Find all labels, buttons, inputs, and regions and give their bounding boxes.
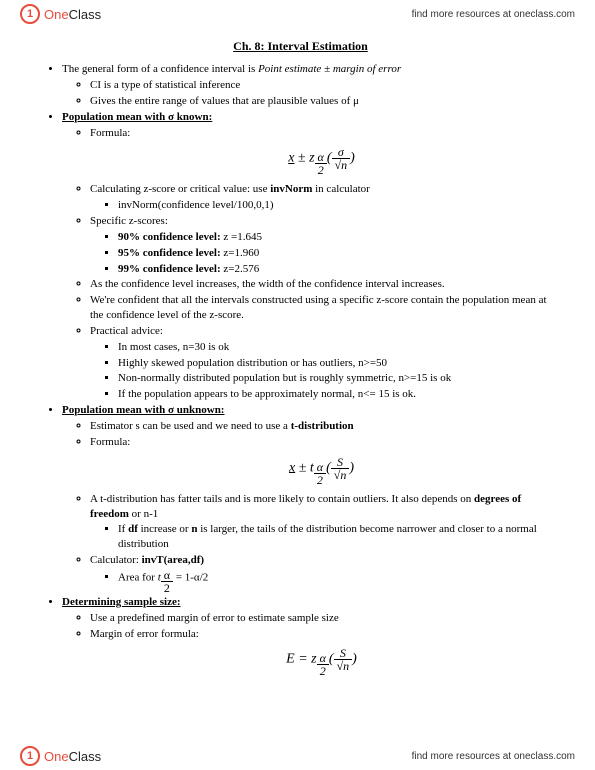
section-heading: Population mean with σ unknown: Estimato… bbox=[62, 403, 553, 594]
list-item: Specific z-scores: bbox=[90, 214, 553, 229]
list-item: If the population appears to be approxim… bbox=[118, 387, 553, 402]
logo-text: OneClass bbox=[44, 749, 101, 764]
top-tagline: find more resources at oneclass.com bbox=[412, 9, 575, 20]
list-item: invNorm(confidence level/100,0,1) bbox=[118, 198, 553, 213]
list-item: If df increase or n is larger, the tails… bbox=[118, 522, 553, 552]
logo: 1 OneClass bbox=[20, 4, 101, 24]
list-item: Gives the entire range of values that ar… bbox=[90, 94, 553, 109]
list-item: A t-distribution has fatter tails and is… bbox=[90, 492, 553, 552]
formula-sigma-unknown: x ± tα2(S√n) bbox=[90, 456, 553, 486]
section-heading: Population mean with σ known: Formula: x… bbox=[62, 110, 553, 402]
list-item: 95% confidence level: z=1.960 bbox=[118, 246, 553, 261]
page-title: Ch. 8: Interval Estimation bbox=[48, 38, 553, 54]
list-item: Use a predefined margin of error to esti… bbox=[90, 611, 553, 626]
list-item: Calculator: invT(area,df) Area for tα2 =… bbox=[90, 553, 553, 594]
formula-margin-error: E = zα2(S√n) bbox=[90, 647, 553, 677]
list-item: 90% confidence level: z =1.645 bbox=[118, 230, 553, 245]
list-item: Calculating z-score or critical value: u… bbox=[90, 182, 553, 213]
bottom-tagline: find more resources at oneclass.com bbox=[412, 751, 575, 762]
list-item: Practical advice: bbox=[90, 324, 553, 339]
list-item: We're confident that all the intervals c… bbox=[90, 293, 553, 323]
list-item: Formula: bbox=[90, 435, 553, 450]
top-bar: 1 OneClass find more resources at onecla… bbox=[0, 0, 595, 28]
list-item: Estimator s can be used and we need to u… bbox=[90, 419, 553, 434]
list-item: In most cases, n=30 is ok bbox=[118, 340, 553, 355]
bottom-bar: 1 OneClass find more resources at onecla… bbox=[0, 742, 595, 770]
logo-badge-icon: 1 bbox=[20, 746, 40, 766]
list-item: Margin of error formula: bbox=[90, 627, 553, 642]
list-item: As the confidence level increases, the w… bbox=[90, 277, 553, 292]
logo-text: OneClass bbox=[44, 7, 101, 22]
list-item: 99% confidence level: z=2.576 bbox=[118, 262, 553, 277]
list-item: The general form of a confidence interva… bbox=[62, 62, 553, 109]
list-item: Formula: bbox=[90, 126, 553, 141]
section-heading: Determining sample size: Use a predefine… bbox=[62, 595, 553, 677]
formula-sigma-known: x ± zα2(σ√n) bbox=[90, 146, 553, 176]
logo-badge-icon: 1 bbox=[20, 4, 40, 24]
list-item: Non-normally distributed population but … bbox=[118, 371, 553, 386]
document-content: Ch. 8: Interval Estimation The general f… bbox=[48, 38, 553, 683]
logo: 1 OneClass bbox=[20, 746, 101, 766]
list-item: CI is a type of statistical inference bbox=[90, 78, 553, 93]
list-item: Highly skewed population distribution or… bbox=[118, 356, 553, 371]
list-item: Area for tα2 = 1-α/2 bbox=[118, 569, 553, 594]
